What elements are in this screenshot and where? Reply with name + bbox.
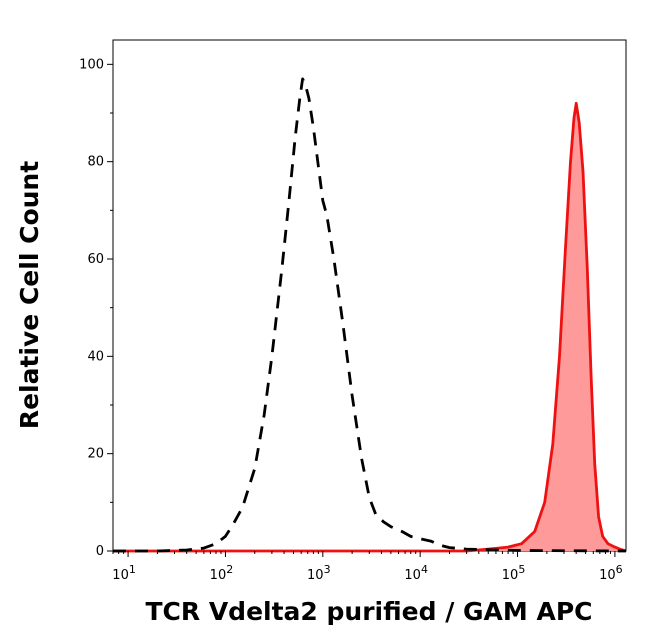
series-line-solid — [113, 101, 627, 553]
y-axis: 0 20 40 60 80 100 — [79, 57, 113, 559]
x-tick-label: 102 — [210, 563, 234, 583]
y-tick-label: 80 — [87, 155, 104, 170]
series-red-fill-group — [113, 101, 627, 553]
x-axis-title: TCR Vdelta2 purified / GAM APC — [145, 597, 592, 626]
x-tick-label: 103 — [307, 563, 331, 583]
y-tick-label: 60 — [87, 252, 104, 267]
y-tick-label: 20 — [87, 447, 104, 462]
x-tick-label: 106 — [599, 563, 623, 583]
series-area-fill — [113, 103, 626, 552]
x-tick-label: 101 — [112, 563, 136, 583]
y-tick-label: 100 — [79, 57, 104, 72]
series-black-dashed-group — [113, 77, 627, 553]
y-tick-label: 40 — [87, 349, 104, 364]
series-line-dashed — [113, 77, 627, 553]
y-axis-title: Relative Cell Count — [15, 161, 44, 429]
x-axis: 101 102 103 104 105 106 — [112, 551, 623, 583]
x-tick-label: 104 — [404, 563, 428, 583]
x-tick-label: 105 — [502, 563, 526, 583]
y-tick-label: 0 — [96, 544, 104, 559]
